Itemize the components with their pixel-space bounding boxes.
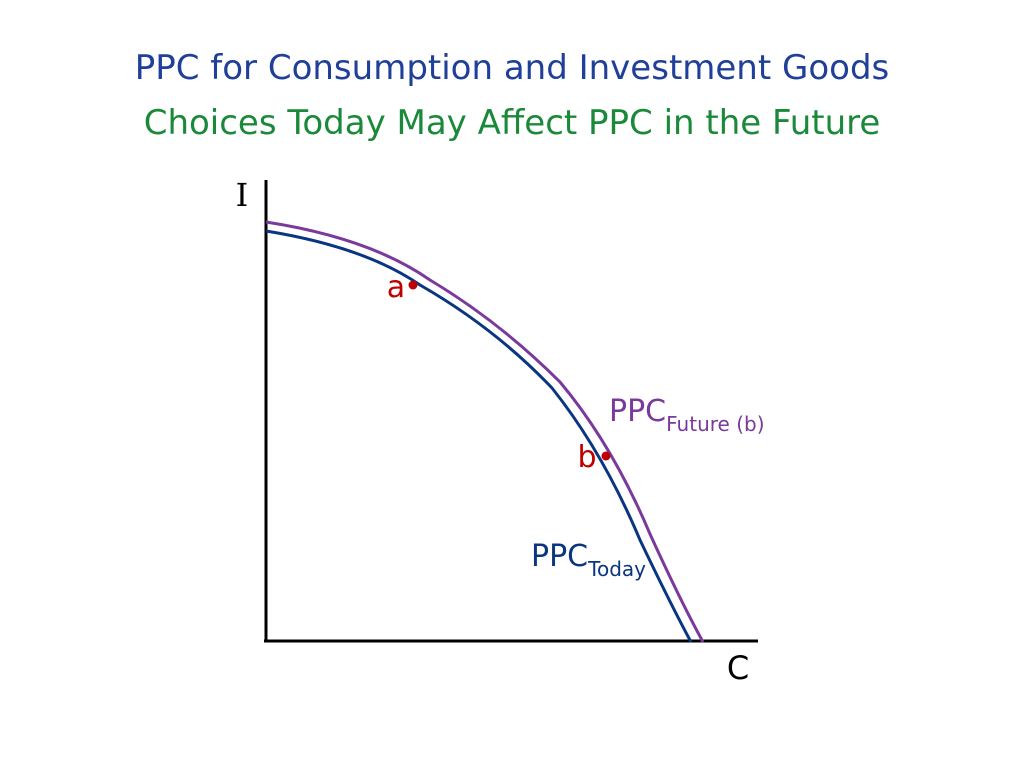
point-b-marker xyxy=(601,451,611,461)
ppc-today-label-main: PPC xyxy=(531,539,588,574)
ppc-today-label-subscript: Today xyxy=(587,557,646,581)
ppc-future-curve xyxy=(265,220,705,643)
point-b-label: b xyxy=(577,440,596,475)
title-line-2: Choices Today May Affect PPC in the Futu… xyxy=(143,103,881,143)
ppc-future-label-main: PPC xyxy=(609,394,666,429)
ppc-today-curve xyxy=(265,229,693,643)
ppc-today-label: PPCToday xyxy=(531,539,646,581)
ppc-future-label-subscript: Future (b) xyxy=(666,412,764,436)
x-axis-label: C xyxy=(727,649,749,687)
ppc-future-label: PPCFuture (b) xyxy=(609,394,765,436)
title-line-1: PPC for Consumption and Investment Goods xyxy=(134,48,890,88)
y-axis-label: I xyxy=(236,176,249,214)
point-a-label: a xyxy=(387,270,405,305)
point-a-marker xyxy=(408,280,418,290)
